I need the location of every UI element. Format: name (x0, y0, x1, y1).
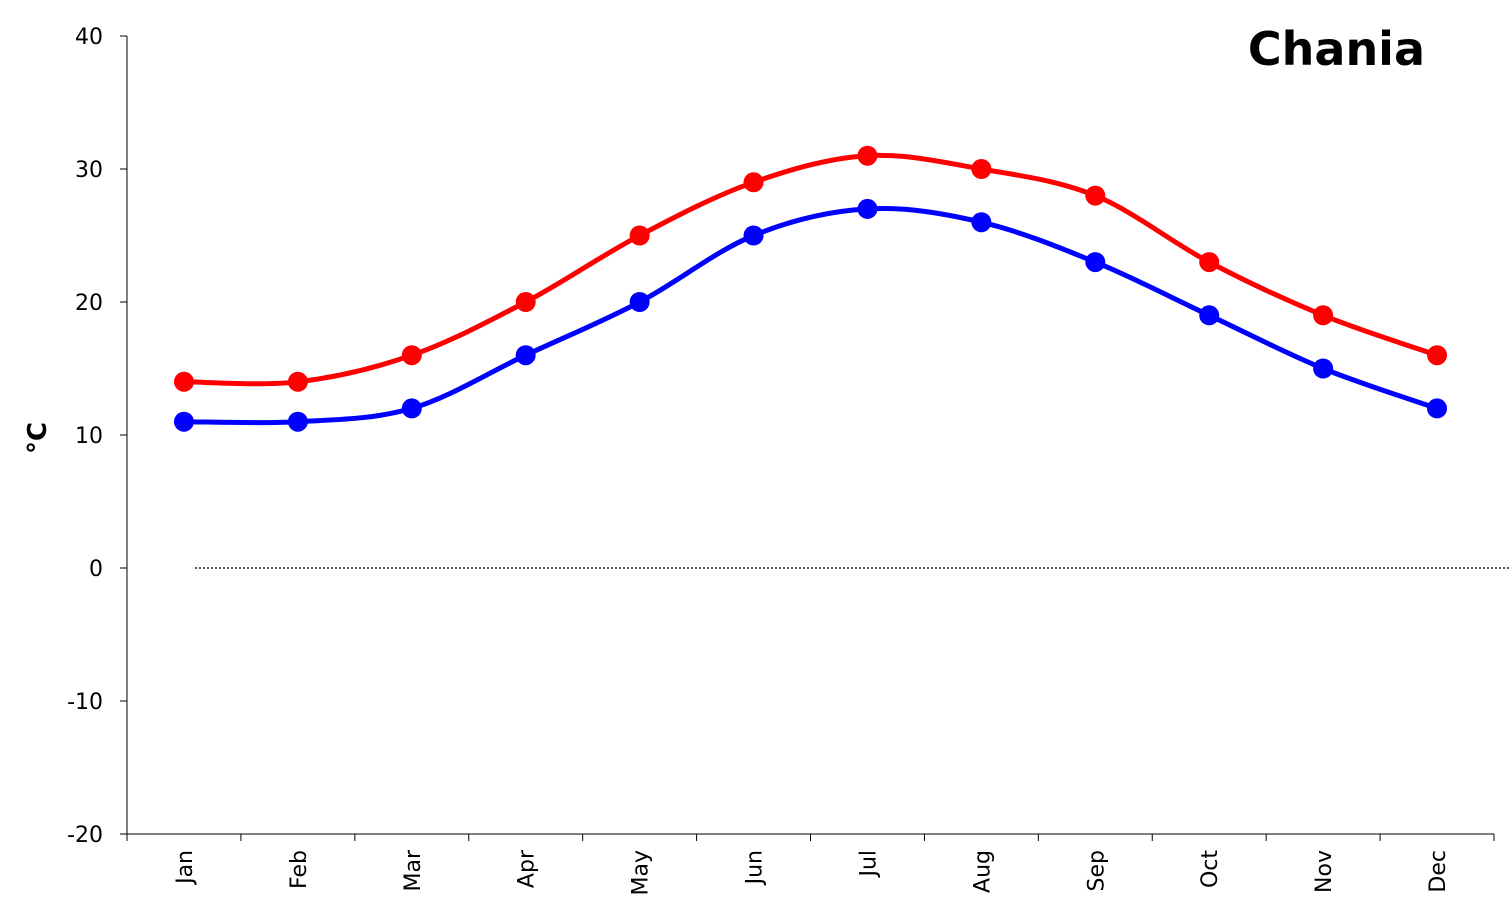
y-tick-label: 40 (75, 25, 103, 50)
y-tick-label: -10 (67, 690, 103, 715)
series-2-point (288, 412, 308, 432)
series-1-point (1085, 186, 1105, 206)
series-2-point (630, 292, 650, 312)
series-layer (174, 146, 1447, 432)
x-tick-label: Nov (1312, 850, 1337, 893)
series-1 (174, 146, 1447, 392)
chart-title: Chania (1248, 22, 1425, 76)
series-1-point (402, 345, 422, 365)
x-tick-label: Jan (173, 850, 198, 886)
series-2 (174, 199, 1447, 432)
x-tick-label: Oct (1198, 850, 1223, 888)
series-2-point (402, 398, 422, 418)
x-tick-label: Dec (1426, 850, 1451, 893)
axes: -20 -10 0 10 20 30 40 Jan Feb Mar Apr May Jun Jul Aug S… (67, 25, 1494, 895)
x-tick-label: Sep (1084, 850, 1109, 891)
series-1-point (971, 159, 991, 179)
series-2-point (174, 412, 194, 432)
series-2-point (857, 199, 877, 219)
y-tick-label: 0 (89, 557, 103, 582)
x-tick-label: Mar (401, 849, 426, 891)
y-tick-label: 30 (75, 158, 103, 183)
series-2-line (184, 208, 1437, 422)
y-tick-label: 10 (75, 424, 103, 449)
series-1-point (516, 292, 536, 312)
series-1-point (630, 226, 650, 246)
series-2-point (1313, 359, 1333, 379)
y-axis-label: °C (23, 422, 53, 454)
series-1-point (288, 372, 308, 392)
series-1-point (857, 146, 877, 166)
series-1-point (1199, 252, 1219, 272)
series-1-point (1313, 305, 1333, 325)
series-1-point (174, 372, 194, 392)
series-2-point (1085, 252, 1105, 272)
x-tick-label: Apr (515, 849, 540, 888)
series-2-point (1427, 398, 1447, 418)
y-tick-label: 20 (75, 291, 103, 316)
x-tick-label: Jun (743, 850, 768, 886)
series-1-line (184, 155, 1437, 383)
x-tick-label: May (629, 850, 654, 895)
series-2-point (1199, 305, 1219, 325)
series-2-point (971, 212, 991, 232)
x-tick-label: Feb (287, 850, 312, 889)
y-tick-label: -20 (67, 823, 103, 848)
series-1-point (744, 172, 764, 192)
x-tick-label: Jul (856, 850, 881, 879)
series-2-point (516, 345, 536, 365)
series-1-point (1427, 345, 1447, 365)
x-tick-label: Aug (970, 850, 995, 893)
series-2-point (744, 226, 764, 246)
